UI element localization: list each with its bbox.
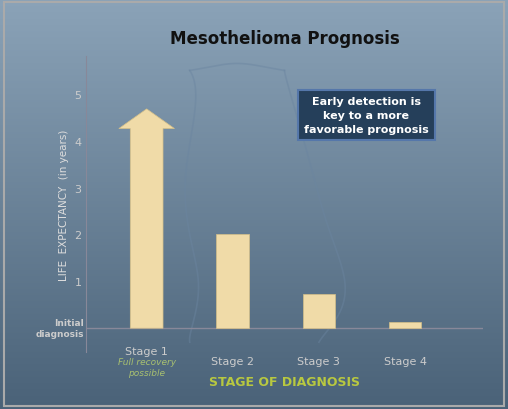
Bar <box>303 295 335 328</box>
Text: Initial
diagnosis: Initial diagnosis <box>35 319 84 338</box>
Text: Full recovery
possible: Full recovery possible <box>117 357 176 377</box>
X-axis label: STAGE OF DIAGNOSIS: STAGE OF DIAGNOSIS <box>209 375 360 388</box>
Text: Early detection is
key to a more
favorable prognosis: Early detection is key to a more favorab… <box>304 97 429 135</box>
Title: Mesothelioma Prognosis: Mesothelioma Prognosis <box>170 29 399 47</box>
FancyArrow shape <box>119 110 174 328</box>
Bar <box>389 322 422 328</box>
Y-axis label: LIFE  EXPECTANCY  (in years): LIFE EXPECTANCY (in years) <box>59 129 69 280</box>
Bar <box>216 235 249 328</box>
Text: Stage 1: Stage 1 <box>125 346 168 356</box>
